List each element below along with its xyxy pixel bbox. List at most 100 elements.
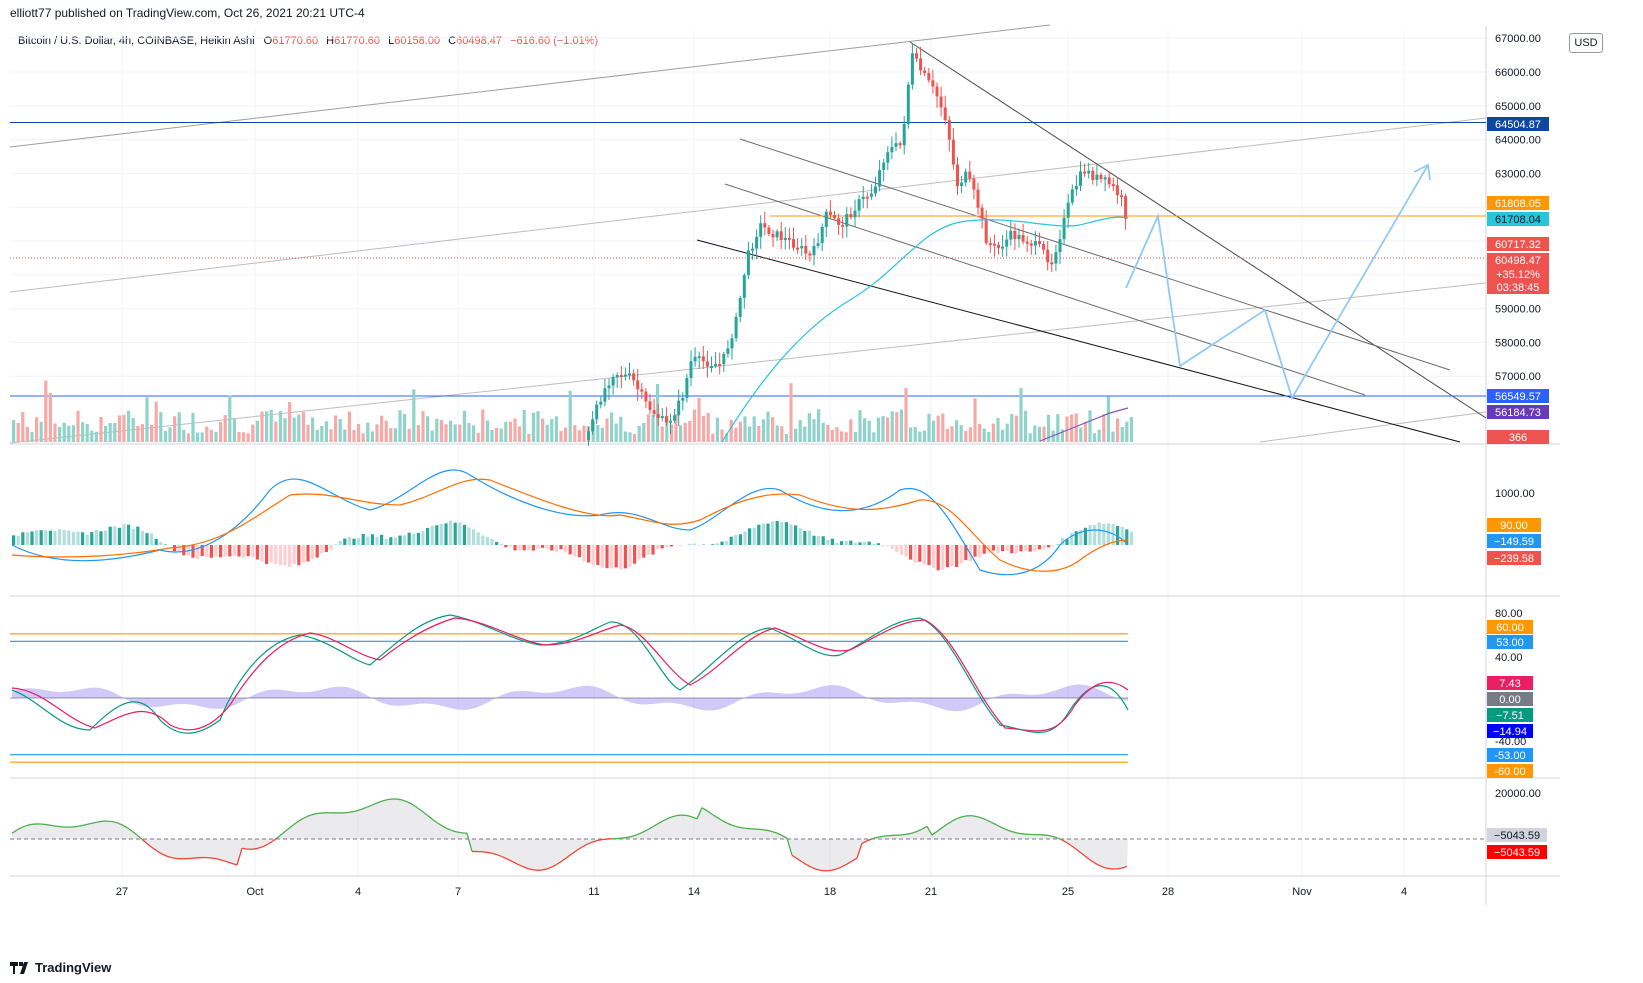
volume-bar <box>642 422 646 442</box>
price-label: 60498.47 <box>1487 253 1549 267</box>
volume-bar <box>651 414 655 442</box>
macd-histogram-bar <box>301 545 305 563</box>
oscillator-value-label: −7.51 <box>1487 708 1533 722</box>
price-label: +35.12% <box>1487 267 1549 281</box>
oscillator-label-text: 0.00 <box>1499 694 1520 706</box>
macd-histogram-bar <box>163 544 167 545</box>
volume-bar <box>564 427 568 442</box>
candle-body <box>1124 196 1128 219</box>
macd-histogram-bar <box>1065 538 1069 545</box>
volume-bar <box>959 425 963 442</box>
macd-histogram-bar <box>550 545 554 551</box>
volume-bar <box>610 412 614 442</box>
cvo-line-segment <box>1041 834 1048 836</box>
volume-bar <box>582 425 586 442</box>
cvo-line-segment <box>766 829 773 833</box>
oscillator-label-text: 53.00 <box>1496 637 1524 649</box>
projection-arrow-icon <box>1413 163 1431 181</box>
candle-body <box>964 171 968 183</box>
macd-histogram-bar <box>803 531 807 545</box>
volume-bar <box>81 422 85 442</box>
price-tick-label: 59000.00 <box>1495 304 1541 316</box>
volume-bar <box>513 418 517 442</box>
candle-body <box>894 143 898 147</box>
volume-bar <box>1060 429 1064 442</box>
price-label: 61808.05 <box>1487 196 1549 210</box>
macd-histogram-bar <box>1120 526 1124 545</box>
cvo-label-bg <box>1487 845 1547 859</box>
oscillator-label-bg <box>1487 635 1533 649</box>
cvo-line-segment <box>1051 835 1058 839</box>
volume-bar <box>191 412 195 442</box>
volume-bar <box>550 419 554 442</box>
cvo-line-segment <box>366 804 373 808</box>
macd-histogram-bar <box>306 545 310 562</box>
candle-body <box>833 215 836 219</box>
currency-button[interactable]: USD <box>1569 33 1603 53</box>
candle-body <box>935 86 939 97</box>
macd-histogram-bar <box>76 531 80 545</box>
volume-bar <box>242 432 246 442</box>
volume-bar <box>490 430 494 442</box>
cvo-line-segment <box>291 821 298 827</box>
oscillator-value-label: 60.00 <box>1487 620 1533 634</box>
cvo-line-segment <box>456 831 463 834</box>
volume-bar <box>899 409 903 442</box>
macd-histogram-bar <box>1010 545 1014 554</box>
cvo-line-segment <box>371 802 378 806</box>
volume-bar <box>568 390 572 442</box>
macd-histogram-bar <box>122 524 126 545</box>
volume-bar <box>1120 427 1124 442</box>
cvo-line-segment <box>551 863 558 868</box>
macd-histogram-bar <box>16 536 20 545</box>
volume-bar <box>1097 429 1101 442</box>
macd-histogram-bar <box>518 545 522 551</box>
volume-bar <box>292 417 296 442</box>
cvo-line-segment <box>521 865 528 869</box>
candle-body <box>1103 177 1107 180</box>
candle-body <box>886 152 890 163</box>
volume-bar <box>1079 427 1083 442</box>
macd-histogram-bar <box>536 545 540 549</box>
macd-histogram-bar <box>260 545 264 562</box>
macd-histogram-bar <box>71 531 75 545</box>
macd-histogram-bar <box>527 545 531 551</box>
price-label-text: 60717.32 <box>1495 239 1541 251</box>
volume-bar <box>122 414 126 442</box>
cvo-line-segment <box>266 841 273 846</box>
candle-body <box>882 162 886 171</box>
cvo-line-segment <box>691 816 698 820</box>
cvo-line-segment <box>781 834 788 839</box>
trend-line <box>9 117 1487 293</box>
volume-bar <box>246 433 250 442</box>
cvo-line-segment <box>1091 860 1098 865</box>
close-label: C <box>448 35 457 47</box>
volume-bar <box>826 424 830 442</box>
volume-bar <box>1047 414 1051 442</box>
macd-histogram-bar <box>577 545 581 558</box>
macd-histogram-bar <box>821 536 825 545</box>
volume-bar <box>950 426 954 442</box>
macd-histogram-bar <box>628 545 632 567</box>
macd-histogram-bar <box>596 545 600 566</box>
candle-body <box>783 237 787 241</box>
cvo-line-segment <box>736 826 743 829</box>
volume-bar <box>844 432 848 442</box>
macd-histogram-bar <box>669 545 673 547</box>
macd-histogram-bar <box>25 532 29 545</box>
volume-bar <box>886 417 890 442</box>
macd-histogram-bar <box>508 545 512 547</box>
cvo-line-segment <box>401 799 408 803</box>
macd-histogram-bar <box>775 520 779 545</box>
macd-histogram-bar <box>228 545 232 557</box>
volume-bar <box>370 431 374 442</box>
macd-histogram-bar <box>573 545 577 557</box>
volume-bar <box>702 415 706 442</box>
volume-bar <box>113 423 117 442</box>
macd-histogram-bar <box>1047 545 1051 548</box>
candle-body <box>865 196 869 199</box>
volume-bar <box>1033 425 1037 442</box>
oscillator-label-bg <box>1487 692 1533 706</box>
candle-body <box>1046 249 1050 263</box>
